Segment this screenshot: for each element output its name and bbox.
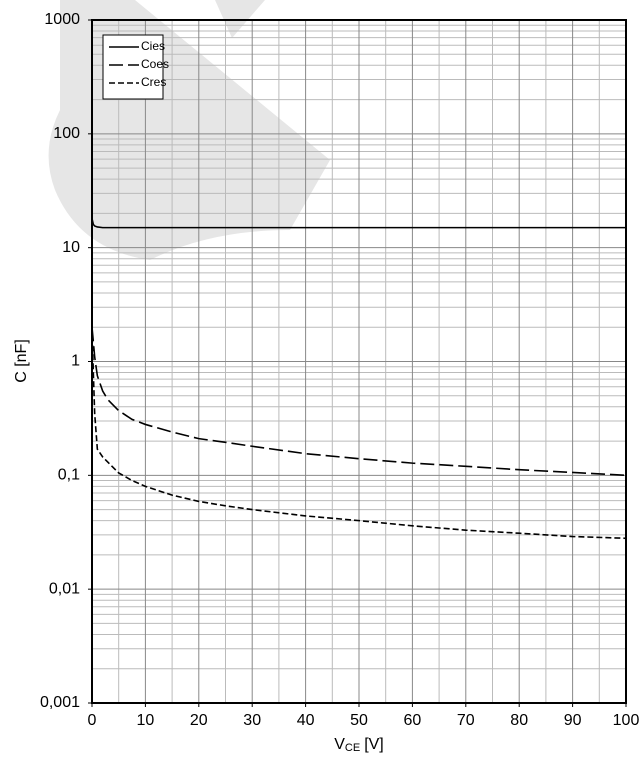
x-tick-label: 90 bbox=[564, 712, 582, 729]
x-tick-label: 80 bbox=[510, 712, 528, 729]
y-tick-label: 0,1 bbox=[58, 467, 80, 484]
x-label-symbol: V bbox=[334, 736, 345, 753]
y-tick-label: 0,01 bbox=[49, 580, 80, 597]
watermark bbox=[48, 0, 331, 260]
legend-box bbox=[102, 34, 164, 100]
legend-label: Cres bbox=[141, 75, 166, 89]
y-tick-label: 100 bbox=[53, 125, 80, 142]
y-tick-label: 1 bbox=[71, 353, 80, 370]
series-line bbox=[91, 327, 627, 477]
x-tick-label: 10 bbox=[137, 712, 155, 729]
x-tick-label: 20 bbox=[190, 712, 208, 729]
x-tick-label: 70 bbox=[457, 712, 475, 729]
legend-label: Coes bbox=[141, 57, 169, 71]
grid bbox=[91, 19, 627, 704]
x-tick-label: 50 bbox=[350, 712, 368, 729]
x-tick-label: 40 bbox=[297, 712, 315, 729]
x-tick-label: 30 bbox=[243, 712, 261, 729]
series-line bbox=[91, 218, 626, 229]
legend-label: Cies bbox=[141, 39, 165, 53]
y-axis-label: C [nF] bbox=[13, 339, 30, 383]
x-label-unit: [V] bbox=[364, 736, 384, 753]
y-tick-label: 10 bbox=[62, 239, 80, 256]
y-tick-label: 0,001 bbox=[40, 694, 80, 711]
series-line bbox=[91, 327, 627, 540]
x-axis-label: VCE [V] bbox=[334, 736, 384, 754]
x-tick-label: 60 bbox=[404, 712, 422, 729]
x-tick-label: 0 bbox=[88, 712, 97, 729]
x-label-subscript: CE bbox=[345, 742, 360, 754]
x-tick-label: 100 bbox=[613, 712, 640, 729]
plot bbox=[91, 218, 627, 540]
plot-frame bbox=[91, 19, 627, 704]
y-tick-label: 1000 bbox=[44, 11, 80, 28]
